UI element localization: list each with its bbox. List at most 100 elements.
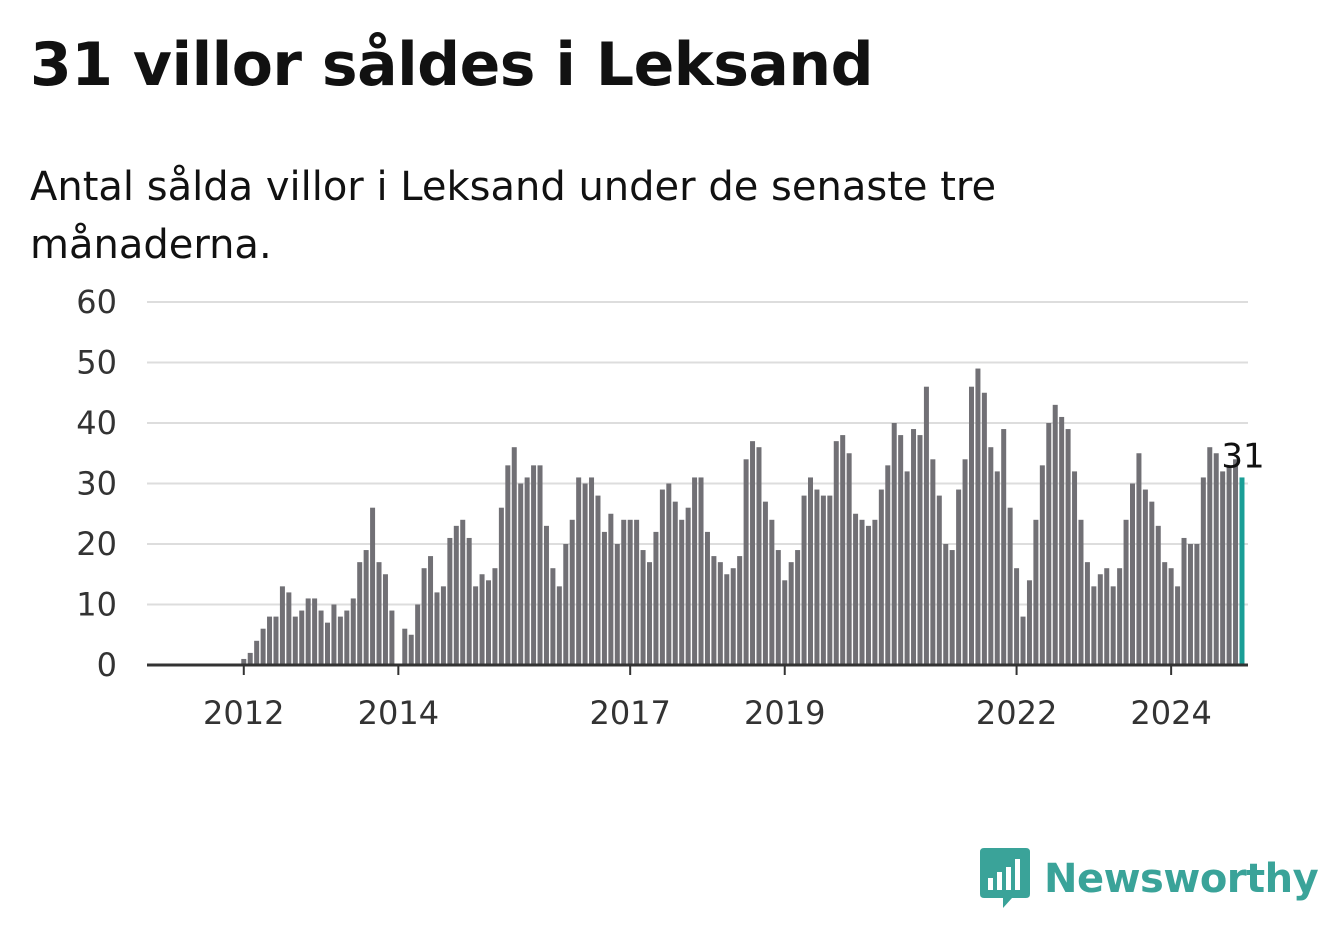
bar bbox=[440, 586, 446, 665]
bar bbox=[299, 610, 305, 665]
bar bbox=[750, 441, 756, 665]
bar bbox=[1091, 586, 1097, 665]
x-tick-label: 2014 bbox=[358, 694, 439, 732]
bar bbox=[1207, 447, 1213, 665]
bar bbox=[582, 483, 588, 665]
bar bbox=[479, 574, 485, 665]
bar bbox=[640, 550, 646, 665]
chart-title: 31 villor såldes i Leksand bbox=[30, 30, 874, 100]
bar bbox=[1155, 525, 1161, 665]
bar bbox=[273, 616, 279, 665]
bar bbox=[325, 622, 330, 665]
highlight-value-label: 31 bbox=[1221, 436, 1264, 476]
bar bbox=[1175, 586, 1181, 665]
bar bbox=[1130, 483, 1135, 665]
chart-subtitle: Antal sålda villor i Leksand under de se… bbox=[30, 164, 997, 268]
bar bbox=[1052, 404, 1058, 665]
y-tick-label: 60 bbox=[76, 283, 117, 321]
bar bbox=[447, 537, 453, 665]
bar bbox=[1220, 471, 1226, 665]
bar bbox=[344, 610, 350, 665]
bar bbox=[621, 519, 627, 665]
x-axis-ticks: 2012 2014 2017 2019 2022 2024 bbox=[203, 665, 1212, 732]
bar bbox=[318, 610, 324, 665]
newsworthy-logo-icon bbox=[980, 848, 1030, 908]
bar bbox=[872, 519, 878, 665]
bar bbox=[1200, 477, 1206, 665]
bar bbox=[531, 465, 537, 665]
bar bbox=[672, 501, 678, 665]
bar bbox=[614, 544, 620, 665]
gridlines bbox=[147, 301, 1248, 606]
bar bbox=[466, 537, 472, 665]
bar bbox=[1059, 416, 1065, 665]
bar bbox=[1007, 507, 1013, 665]
bar bbox=[537, 465, 543, 665]
bar bbox=[1039, 465, 1045, 665]
bar bbox=[1014, 568, 1020, 665]
newsworthy-brand: Newsworthy bbox=[980, 848, 1319, 910]
bar bbox=[962, 459, 968, 665]
bar bbox=[756, 447, 762, 665]
bar bbox=[846, 453, 852, 665]
bar bbox=[666, 483, 672, 665]
bar bbox=[1194, 544, 1200, 665]
bar bbox=[524, 477, 530, 665]
bar bbox=[601, 531, 607, 665]
bar bbox=[286, 592, 292, 665]
bar bbox=[911, 429, 917, 665]
bar bbox=[492, 568, 498, 665]
bar bbox=[994, 471, 1000, 665]
bar bbox=[1162, 562, 1168, 665]
bar bbox=[556, 586, 562, 665]
bar bbox=[511, 447, 517, 665]
bar bbox=[363, 550, 369, 665]
bar bbox=[981, 392, 987, 665]
bar bbox=[382, 574, 388, 665]
bar bbox=[279, 586, 285, 665]
bar bbox=[801, 495, 807, 665]
bar bbox=[305, 598, 311, 665]
bar bbox=[473, 586, 479, 665]
bar bbox=[724, 574, 730, 665]
bar bbox=[241, 658, 247, 665]
bar bbox=[1046, 423, 1052, 665]
bar bbox=[415, 604, 421, 665]
bar bbox=[1026, 580, 1032, 665]
bar bbox=[518, 483, 524, 665]
bar bbox=[627, 519, 633, 665]
bar bbox=[775, 550, 781, 665]
bar bbox=[685, 507, 691, 665]
bar bbox=[370, 507, 376, 665]
bar bbox=[923, 386, 929, 665]
bar bbox=[679, 519, 685, 665]
bar bbox=[486, 580, 491, 665]
bar bbox=[975, 368, 981, 665]
bar bbox=[1233, 459, 1239, 665]
bar bbox=[1020, 616, 1026, 665]
bar bbox=[576, 477, 582, 665]
bar bbox=[589, 477, 595, 665]
bar bbox=[1117, 568, 1123, 665]
y-tick-label: 40 bbox=[76, 404, 117, 442]
bar bbox=[956, 489, 962, 665]
bar bbox=[1110, 586, 1116, 665]
bar bbox=[408, 634, 414, 665]
bar bbox=[917, 435, 923, 665]
brand-name: Newsworthy bbox=[1044, 856, 1319, 902]
bar bbox=[737, 556, 743, 665]
y-tick-label: 30 bbox=[76, 465, 117, 503]
bar bbox=[350, 598, 356, 665]
bar bbox=[376, 562, 382, 665]
bar bbox=[453, 525, 459, 665]
bar bbox=[659, 489, 665, 665]
bar bbox=[543, 525, 549, 665]
bar bbox=[904, 471, 910, 665]
bar bbox=[762, 501, 768, 665]
bar bbox=[357, 562, 363, 665]
bar bbox=[389, 610, 395, 665]
bar bbox=[1097, 574, 1103, 665]
bar bbox=[698, 477, 704, 665]
bar bbox=[788, 562, 794, 665]
